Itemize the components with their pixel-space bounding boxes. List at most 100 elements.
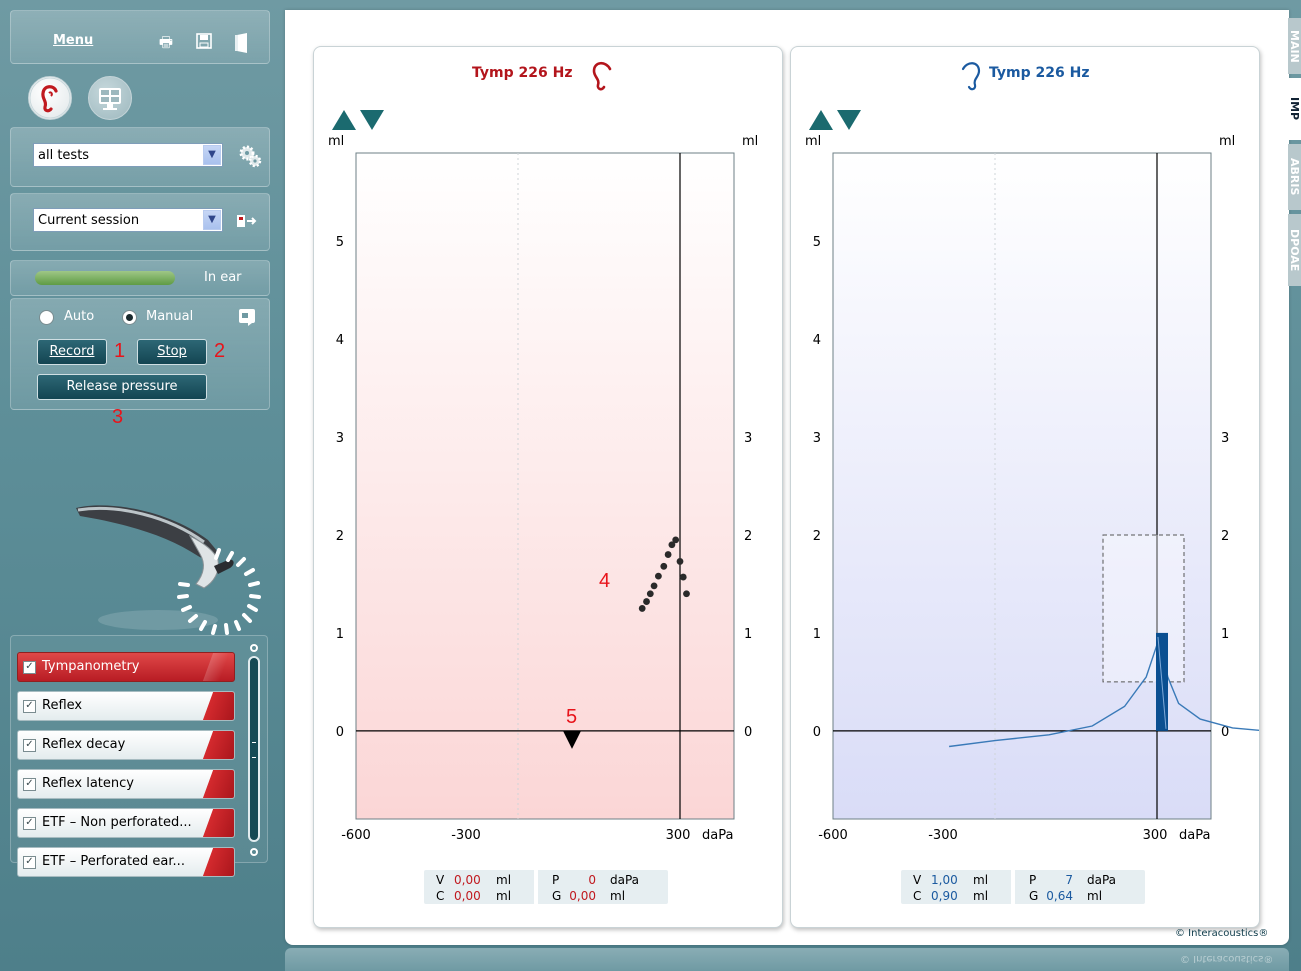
tab-dpoae[interactable]: DPOAE (1288, 214, 1301, 286)
x-tick-label: 300 (1143, 828, 1168, 843)
stop-label: Stop (157, 344, 187, 359)
data-point (646, 590, 654, 598)
readout-value: 0,64 (1046, 889, 1073, 903)
left-ear-icon (961, 62, 981, 91)
y-tick-label-right: 3 (744, 431, 752, 446)
session-dropdown[interactable]: Current session ▼ (33, 208, 223, 232)
readout-value: 7 (1065, 873, 1073, 887)
readout-label: C (913, 889, 921, 903)
left-ear-tymp-chart[interactable]: 0 0 1 1 2 2 3 3 4 5 -600 -300 300 daPa ml ml Tymp 226 Hz… (791, 47, 1266, 927)
probe-image (68, 490, 268, 640)
test-checkbox[interactable]: ✓ (23, 700, 36, 713)
test-checkbox[interactable]: ✓ (23, 817, 36, 830)
scrollbar-thumb[interactable] (248, 656, 260, 842)
readout-value: 1,00 (931, 873, 958, 887)
y-tick-label: 3 (813, 431, 821, 446)
right-ear-icon (592, 61, 612, 91)
data-point (683, 590, 690, 598)
annotation-3: 3 (112, 406, 124, 428)
x-tick-label: -300 (451, 828, 481, 843)
volume-bar-line (1157, 636, 1167, 729)
readout-label: P (1029, 873, 1036, 887)
monitor-button[interactable] (88, 76, 132, 120)
x-axis-label: daPa (702, 828, 733, 843)
stop-button[interactable]: Stop (137, 339, 207, 365)
right-ear-tymp-chart[interactable]: 0 0 1 1 2 2 3 3 4 5 -600 -300 300 daPa ml ml Tymp 226 Hz… (314, 47, 782, 927)
tab-abris[interactable]: ABRIS (1288, 144, 1301, 210)
chevron-down-icon: ▼ (203, 210, 221, 230)
y-axis-label-right: ml (742, 134, 758, 149)
annotation-2: 2 (214, 340, 226, 362)
print-icon[interactable]: 🖶 (158, 33, 174, 51)
probe-status-bar (35, 271, 175, 285)
data-point (638, 605, 646, 612)
test-checkbox[interactable]: ✓ (23, 739, 36, 752)
test-checkbox[interactable]: ✓ (23, 778, 36, 791)
settings-gears-icon[interactable] (237, 143, 263, 173)
test-list-scrollbar[interactable] (248, 644, 260, 856)
note-icon[interactable] (238, 308, 256, 330)
test-item-label: Reflex decay (42, 737, 126, 752)
chart-title: Tymp 226 Hz (989, 65, 1089, 81)
manual-radio[interactable] (122, 310, 137, 325)
test-list-panel: ✓ Tympanometry ✓ Reflex ✓ Reflex decay ✓ Reflex… (10, 635, 268, 877)
measurement-panel: Auto Manual Record Stop Release pressure (10, 298, 270, 410)
y-tick-label-right: 0 (744, 725, 752, 740)
tab-main[interactable]: MAIN (1288, 18, 1301, 74)
test-item[interactable]: ✓ ETF – Non perforated... (17, 808, 235, 838)
peak-box (1102, 534, 1185, 683)
readout-unit: daPa (1087, 873, 1116, 887)
test-checkbox[interactable]: ✓ (23, 661, 36, 674)
probe-status-panel: In ear (10, 260, 270, 296)
y-tick-label: 4 (813, 333, 821, 348)
test-item[interactable]: ✓ Tympanometry (17, 652, 235, 682)
test-item[interactable]: ✓ Reflex latency (17, 769, 235, 799)
data-point (655, 572, 662, 580)
y-tick-label: 3 (336, 431, 344, 446)
release-pressure-button[interactable]: Release pressure (37, 374, 207, 400)
y-tick-label-right: 2 (1221, 529, 1229, 544)
test-item-tab (196, 770, 234, 798)
y-tick-label-right: 3 (1221, 431, 1229, 446)
save-icon[interactable] (195, 33, 213, 51)
readout-unit: ml (610, 889, 625, 903)
test-item-label: ETF – Perforated ear... (42, 854, 185, 869)
y-tick-label: 5 (336, 235, 344, 250)
readout-unit: ml (496, 889, 511, 903)
record-button[interactable]: Record (37, 339, 107, 365)
exit-icon[interactable] (233, 33, 251, 53)
y-tick-label-right: 2 (744, 529, 752, 544)
test-item[interactable]: ✓ Reflex decay (17, 730, 235, 760)
data-point (664, 551, 672, 558)
y-tick-label: 4 (336, 333, 344, 348)
readout-unit: ml (973, 889, 988, 903)
readout-divider (534, 870, 538, 904)
ear-mode-button[interactable] (28, 76, 72, 120)
plot-area (355, 152, 735, 820)
readout-label: P (552, 873, 559, 887)
manual-label: Manual (146, 309, 194, 324)
test-selector-dropdown[interactable]: all tests ▼ (33, 143, 223, 167)
y-tick-label-right: 1 (1221, 627, 1229, 642)
session-transfer-icon[interactable] (237, 213, 259, 233)
readout-value: 0,00 (454, 889, 481, 903)
test-item[interactable]: ✓ ETF – Perforated ear... (17, 847, 235, 877)
test-item-label: Reflex latency (42, 776, 134, 791)
test-item-tab (196, 809, 234, 837)
x-tick-label: -300 (928, 828, 958, 843)
release-pressure-label: Release pressure (66, 379, 178, 394)
test-item-tab (196, 731, 234, 759)
test-item[interactable]: ✓ Reflex (17, 691, 235, 721)
readout-unit: ml (1087, 889, 1102, 903)
y-tick-label-right: 1 (744, 627, 752, 642)
copyright-reflection: © Interacoustics® (1180, 953, 1274, 964)
bottom-bar: © Interacoustics® (285, 948, 1289, 971)
readout-value: 0,00 (454, 873, 481, 887)
auto-radio[interactable] (39, 310, 54, 325)
test-item-label: Reflex (42, 698, 83, 713)
tab-imp[interactable]: IMP (1288, 78, 1301, 140)
scale-down-icon (360, 110, 384, 130)
test-checkbox[interactable]: ✓ (23, 856, 36, 869)
main-content: 0 0 1 1 2 2 3 3 4 5 -600 -300 300 daPa ml ml Tymp 226 Hz… (285, 10, 1289, 945)
menu-button[interactable]: Menu (53, 33, 94, 48)
